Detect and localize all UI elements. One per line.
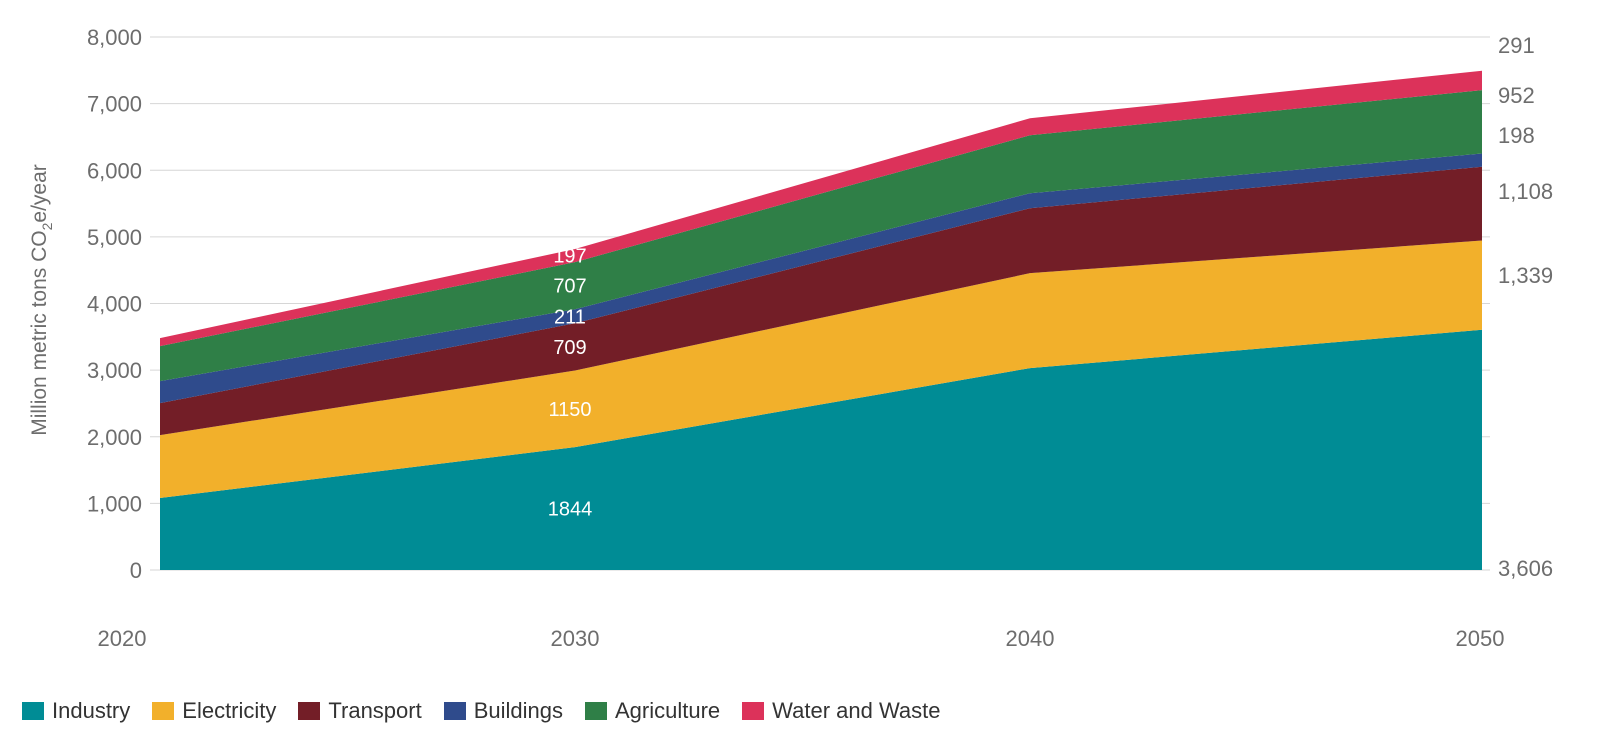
legend: Industry Electricity Transport Buildings Agr… bbox=[22, 698, 940, 724]
data-label-2030: 707 bbox=[553, 276, 586, 298]
y-tick-label: 3,000 bbox=[87, 358, 142, 383]
data-label-2030: 197 bbox=[553, 246, 586, 268]
data-label-2050: 1,108 bbox=[1498, 179, 1553, 204]
y-tick-label: 0 bbox=[130, 558, 142, 583]
legend-swatch bbox=[22, 702, 44, 720]
area-buildings bbox=[160, 153, 1482, 404]
y-tick-label: 2,000 bbox=[87, 425, 142, 450]
area-water-and-waste bbox=[160, 70, 1482, 347]
data-label-2050: 3,606 bbox=[1498, 556, 1553, 581]
y-axis-label: Million metric tons CO2e/year bbox=[28, 164, 55, 436]
data-label-2030: 1150 bbox=[548, 399, 591, 421]
legend-item-transport: Transport bbox=[298, 698, 422, 724]
area-industry bbox=[160, 329, 1482, 570]
legend-label: Transport bbox=[328, 698, 422, 723]
legend-item-industry: Industry bbox=[22, 698, 130, 724]
legend-label: Agriculture bbox=[615, 698, 721, 723]
legend-item-agriculture: Agriculture bbox=[585, 698, 720, 724]
x-tick-label: 2030 bbox=[551, 626, 600, 651]
data-label-2050: 952 bbox=[1498, 83, 1535, 108]
area-electricity bbox=[160, 240, 1482, 499]
legend-item-water-and-waste: Water and Waste bbox=[742, 698, 940, 724]
y-tick-label: 7,000 bbox=[87, 92, 142, 117]
area-agriculture bbox=[160, 90, 1482, 382]
y-tick-label: 4,000 bbox=[87, 292, 142, 317]
legend-label: Electricity bbox=[182, 698, 277, 723]
x-tick-label: 2050 bbox=[1456, 626, 1505, 651]
legend-label: Buildings bbox=[473, 698, 563, 723]
data-label-2030: 211 bbox=[554, 306, 586, 328]
data-label-2050: 1,339 bbox=[1498, 263, 1553, 288]
legend-label: Industry bbox=[52, 698, 131, 723]
legend-item-buildings: Buildings bbox=[443, 698, 563, 724]
legend-swatch bbox=[742, 702, 765, 720]
y-tick-label: 5,000 bbox=[87, 225, 142, 250]
area-transport bbox=[160, 166, 1482, 436]
x-tick-label: 2040 bbox=[1006, 626, 1055, 651]
legend-swatch bbox=[152, 702, 175, 720]
y-tick-label: 1,000 bbox=[87, 491, 142, 516]
legend-swatch bbox=[585, 702, 607, 720]
y-tick-label: 6,000 bbox=[87, 158, 142, 183]
legend-item-electricity: Electricity bbox=[152, 698, 276, 724]
legend-swatch bbox=[298, 702, 321, 720]
x-tick-label: 2020 bbox=[98, 626, 147, 651]
data-label-2050: 291 bbox=[1498, 33, 1535, 58]
legend-swatch bbox=[443, 702, 466, 720]
data-label-2030: 709 bbox=[553, 337, 586, 359]
data-label-2050: 198 bbox=[1498, 123, 1535, 148]
legend-label: Water and Waste bbox=[772, 698, 941, 723]
stacked-area-chart: 1844 1150 709 211 707 197 3,606 1,339 1,108 198 95… bbox=[28, 25, 1553, 651]
data-label-2030: 1844 bbox=[548, 499, 593, 521]
y-tick-label: 8,000 bbox=[87, 25, 142, 50]
